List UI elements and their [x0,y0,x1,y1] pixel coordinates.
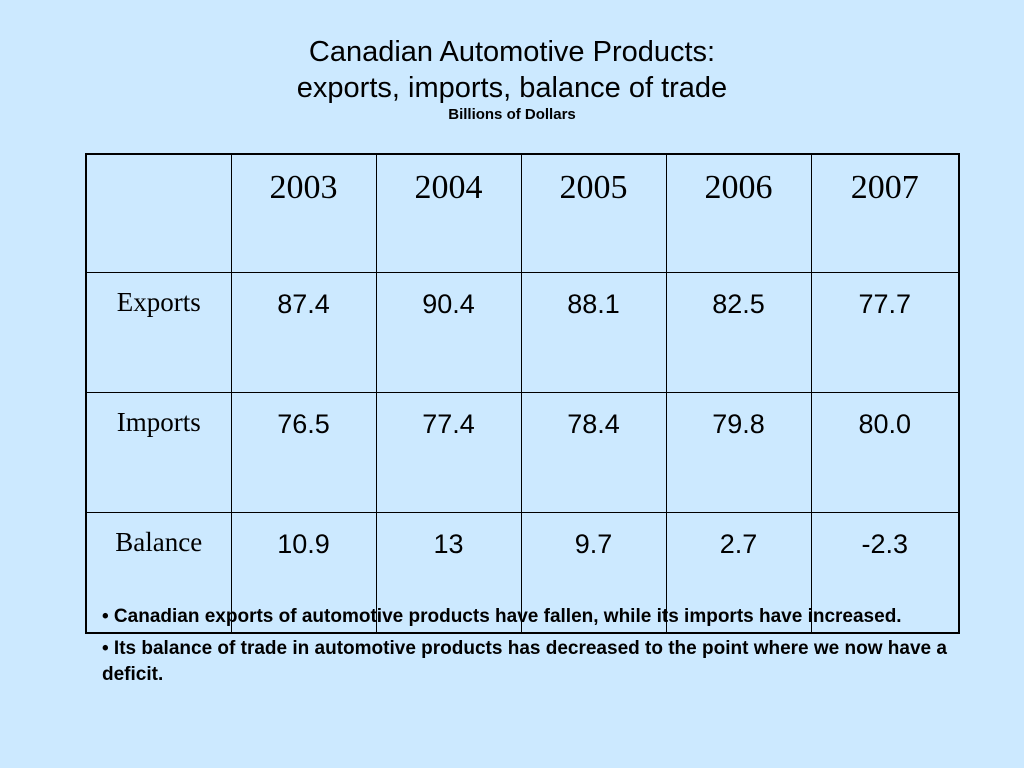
table-row-exports: Exports 87.4 90.4 88.1 82.5 77.7 [85,272,960,393]
table-cell: 2.7 [665,512,812,634]
table-cell: 10.9 [230,512,377,634]
year-header-2005: 2005 [520,153,667,273]
year-header-2004: 2004 [375,153,522,273]
header-row: 2003 2004 2005 2006 2007 [85,153,960,273]
table-cell: 90.4 [375,272,522,393]
table-cell: 87.4 [230,272,377,393]
table-cell: 88.1 [520,272,667,393]
table-cell: 82.5 [665,272,812,393]
table-row-balance: Balance 10.9 13 9.7 2.7 -2.3 [85,512,960,634]
table-cell: 80.0 [810,392,960,513]
year-header-2006: 2006 [665,153,812,273]
corner-cell [85,153,232,273]
table-cell: 9.7 [520,512,667,634]
note-item: • Its balance of trade in automotive pro… [102,638,947,685]
row-label-balance: Balance [85,512,232,634]
table-cell: 77.7 [810,272,960,393]
table-cell: 78.4 [520,392,667,513]
title-line-2: exports, imports, balance of trade [296,72,728,104]
trade-table: 2003 2004 2005 2006 2007 Exports 87.4 90… [85,153,960,634]
table-cell: 79.8 [665,392,812,513]
table-cell: 77.4 [375,392,522,513]
subtitle: Billions of Dollars [448,106,576,123]
year-header-2003: 2003 [230,153,377,273]
table-cell: 13 [375,512,522,634]
notes-list: • Canadian exports of automotive product… [102,604,972,694]
title-block: Canadian Automotive Products: exports, i… [0,34,1024,124]
table-row-imports: Imports 76.5 77.4 78.4 79.8 80.0 [85,392,960,513]
table-cell: -2.3 [810,512,960,634]
year-header-2007: 2007 [810,153,960,273]
row-label-imports: Imports [85,392,232,513]
title-line-1: Canadian Automotive Products: [308,36,716,68]
row-label-exports: Exports [85,272,232,393]
note-item: • Canadian exports of automotive product… [102,606,902,627]
table-cell: 76.5 [230,392,377,513]
